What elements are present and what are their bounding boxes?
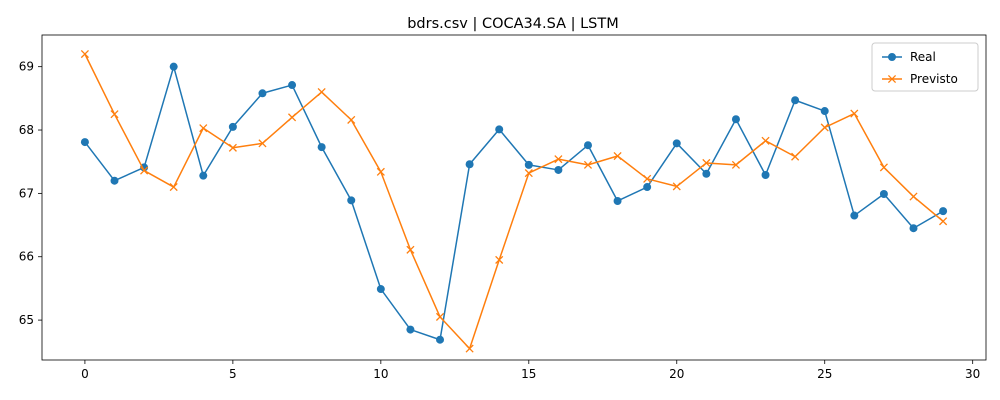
data-point	[347, 115, 356, 124]
data-point	[376, 285, 385, 294]
data-point	[672, 139, 681, 148]
data-point	[406, 245, 415, 254]
data-point	[495, 255, 504, 264]
data-point	[406, 325, 415, 334]
data-point	[110, 176, 119, 185]
data-point	[80, 49, 89, 59]
series-previsto	[80, 49, 948, 353]
y-axis: 65 66 67 68 69	[19, 60, 42, 327]
data-point	[820, 123, 829, 132]
data-point	[524, 169, 533, 178]
series-layer	[80, 49, 948, 353]
x-tick-label: 0	[81, 367, 89, 381]
data-point	[791, 96, 800, 105]
data-point	[554, 165, 563, 174]
data-point	[80, 138, 89, 147]
data-point	[258, 139, 267, 148]
y-tick-label: 67	[19, 186, 34, 200]
data-point	[731, 160, 741, 169]
data-point	[110, 110, 119, 119]
data-point	[465, 344, 474, 353]
data-point	[731, 115, 740, 124]
series-real	[80, 62, 948, 344]
data-point	[169, 182, 178, 192]
data-point	[761, 171, 770, 180]
legend-item-real: Real	[882, 50, 936, 64]
data-point	[258, 89, 267, 98]
x-tick-label: 30	[965, 367, 980, 381]
data-point	[939, 217, 948, 226]
data-point	[879, 190, 888, 199]
data-point	[702, 169, 711, 178]
legend-label: Previsto	[910, 72, 958, 86]
data-point	[287, 113, 297, 122]
data-point	[317, 87, 326, 97]
data-point	[791, 152, 800, 161]
data-point	[228, 122, 237, 131]
data-point	[583, 160, 593, 169]
data-point	[524, 160, 533, 169]
chart-title: bdrs.csv | COCA34.SA | LSTM	[407, 16, 619, 32]
series-line	[84, 65, 944, 341]
data-point	[317, 143, 326, 152]
data-point	[672, 182, 681, 191]
data-point	[288, 81, 297, 90]
data-point	[465, 160, 474, 169]
data-point	[347, 196, 356, 205]
legend-marker	[887, 74, 897, 84]
data-point	[613, 151, 622, 161]
data-point	[850, 211, 859, 220]
x-tick-label: 25	[817, 367, 832, 381]
data-point	[820, 107, 829, 116]
data-point	[436, 335, 445, 344]
x-axis: 0 5 10 15 20 25 30	[81, 360, 980, 381]
data-point	[850, 109, 859, 118]
y-tick-label: 69	[19, 60, 34, 74]
data-point	[228, 143, 237, 152]
data-point	[199, 124, 208, 133]
data-point	[643, 174, 652, 183]
legend-marker	[888, 53, 896, 61]
y-tick-label: 66	[19, 250, 34, 264]
data-point	[702, 158, 711, 168]
series-line	[84, 53, 944, 350]
data-point	[909, 224, 918, 233]
x-tick-label: 5	[229, 367, 237, 381]
data-point	[643, 183, 652, 192]
data-point	[583, 141, 592, 150]
data-point	[554, 155, 563, 164]
data-point	[435, 312, 445, 321]
data-point	[199, 171, 208, 180]
data-point	[909, 192, 918, 201]
data-point	[495, 125, 504, 134]
x-tick-label: 10	[373, 367, 388, 381]
legend-item-previsto: Previsto	[882, 72, 958, 86]
y-tick-label: 65	[19, 313, 34, 327]
data-point	[879, 163, 888, 172]
data-point	[140, 166, 149, 175]
x-tick-label: 15	[521, 367, 536, 381]
plot-area	[41, 34, 987, 361]
data-point	[939, 207, 948, 216]
data-point	[376, 167, 385, 176]
legend-label: Real	[910, 50, 936, 64]
data-point	[761, 136, 770, 145]
x-tick-label: 20	[669, 367, 684, 381]
data-point	[169, 62, 178, 71]
legend: Real Previsto	[871, 42, 979, 92]
data-point	[613, 196, 622, 205]
y-tick-label: 68	[19, 123, 34, 137]
